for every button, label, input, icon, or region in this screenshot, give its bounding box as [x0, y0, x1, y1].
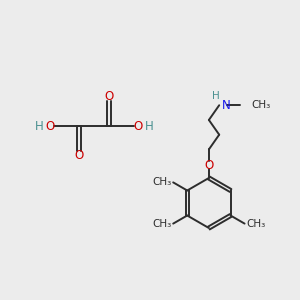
- Text: H: H: [145, 120, 154, 133]
- Text: O: O: [133, 120, 142, 133]
- Text: O: O: [104, 91, 113, 103]
- Text: H: H: [34, 120, 43, 133]
- Text: O: O: [204, 159, 214, 172]
- Text: CH₃: CH₃: [152, 219, 172, 229]
- Text: CH₃: CH₃: [246, 219, 265, 229]
- Text: N: N: [221, 99, 230, 112]
- Text: O: O: [75, 149, 84, 162]
- Text: O: O: [46, 120, 55, 133]
- Text: H: H: [212, 91, 220, 101]
- Text: CH₃: CH₃: [152, 177, 172, 188]
- Text: CH₃: CH₃: [251, 100, 270, 110]
